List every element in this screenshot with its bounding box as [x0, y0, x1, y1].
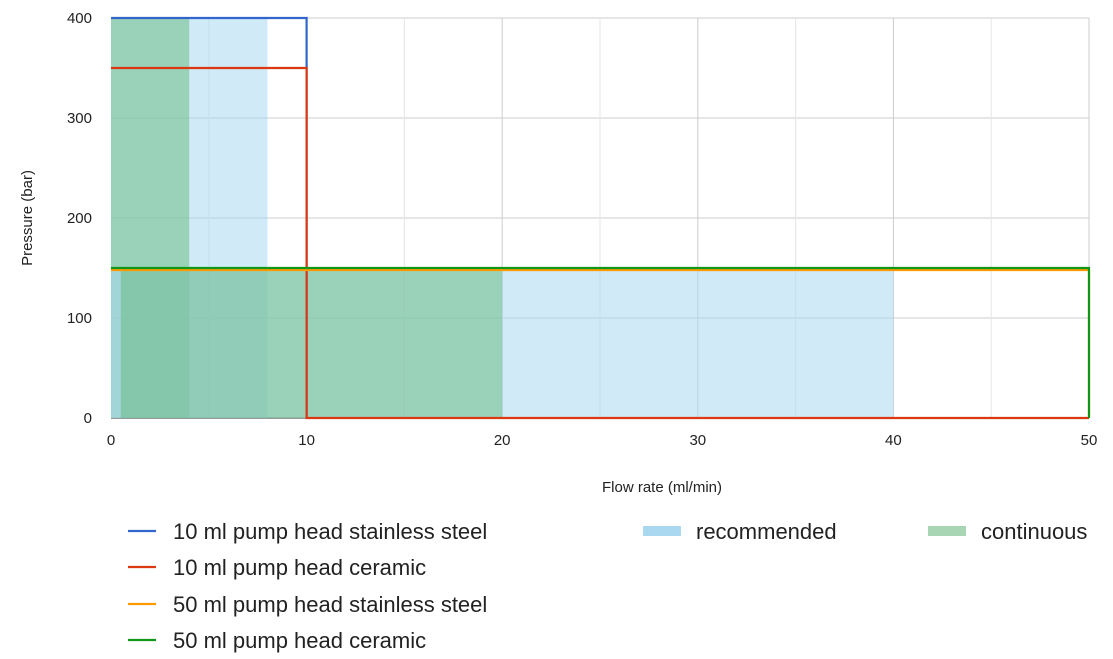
legend: 10 ml pump head stainless steel 10 ml pum…	[128, 519, 1087, 653]
series-lines	[111, 16, 1091, 420]
x-tick-labels: 0 10 20 30 40 50	[107, 432, 1098, 449]
legend-swatch-area	[928, 526, 966, 536]
legend-label: 10 ml pump head stainless steel	[173, 519, 487, 544]
area-continuous	[120, 270, 503, 418]
y-tick-labels: 0 100 200 300 400	[67, 10, 92, 427]
x-tick-label: 10	[298, 432, 315, 449]
y-axis-title: Pressure (bar)	[19, 170, 36, 266]
x-axis-title: Flow rate (ml/min)	[602, 479, 722, 496]
y-tick-label: 100	[67, 310, 92, 327]
x-tick-label: 20	[494, 432, 511, 449]
y-tick-label: 400	[67, 10, 92, 27]
shaded-areas	[111, 18, 894, 418]
series-line-2	[111, 66, 1089, 420]
legend-swatch-area	[643, 526, 681, 536]
y-tick-label: 0	[84, 410, 92, 427]
legend-label: recommended	[696, 519, 837, 544]
y-tick-label: 200	[67, 210, 92, 227]
series-line-4	[111, 266, 1091, 418]
x-tick-label: 30	[689, 432, 706, 449]
legend-label: 50 ml pump head ceramic	[173, 628, 426, 653]
legend-label: 50 ml pump head stainless steel	[173, 592, 487, 617]
x-tick-label: 50	[1081, 432, 1098, 449]
x-tick-label: 0	[107, 432, 115, 449]
legend-label: 10 ml pump head ceramic	[173, 555, 426, 580]
y-tick-label: 300	[67, 110, 92, 127]
x-tick-label: 40	[885, 432, 902, 449]
legend-label: continuous	[981, 519, 1087, 544]
